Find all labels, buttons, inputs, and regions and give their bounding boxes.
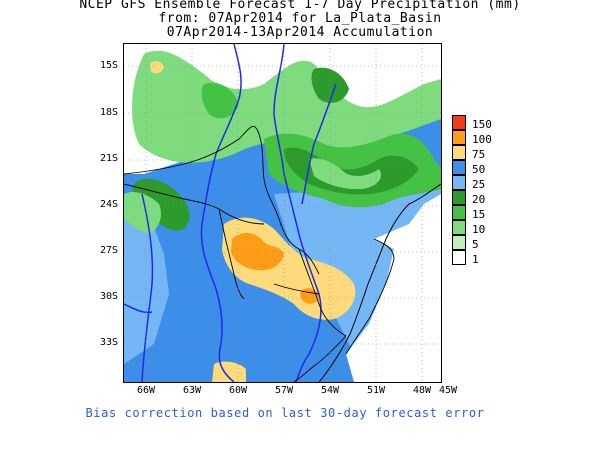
precip-20-patch-north	[311, 67, 349, 103]
legend-label-15: 15	[472, 208, 486, 221]
precip-10-band-north	[132, 50, 441, 163]
lat-label-27s: 27S	[99, 245, 118, 256]
precipitation-field	[124, 44, 441, 382]
legend-label-75: 75	[472, 148, 486, 161]
legend-swatch-10	[452, 220, 466, 235]
lat-label-33s: 33S	[99, 337, 118, 348]
precip-100-patch-1	[231, 232, 284, 271]
legend-swatch-50	[452, 160, 466, 175]
legend-swatch-75	[452, 145, 466, 160]
precip-75-patch-south	[212, 361, 246, 382]
map-title-line-2: from: 07Apr2014 for La_Plata_Basin	[158, 11, 442, 26]
legend-label-50: 50	[472, 163, 486, 176]
legend-label-20: 20	[472, 193, 486, 206]
legend-label-150: 150	[472, 118, 492, 131]
legend-label-5: 5	[472, 238, 479, 251]
precipitation-map	[123, 43, 442, 383]
lon-label-54w: 54W	[320, 385, 340, 396]
map-title-line-3: 07Apr2014-13Apr2014 Accumulation	[166, 25, 434, 40]
legend-swatch-15	[452, 205, 466, 220]
legend-swatch-20	[452, 190, 466, 205]
legend-label-1: 1	[472, 253, 479, 266]
lat-label-24s: 24S	[99, 199, 118, 210]
legend-swatch-25	[452, 175, 466, 190]
legend-label-25: 25	[472, 178, 486, 191]
legend-label-10: 10	[472, 223, 486, 236]
lat-label-18s: 18S	[99, 107, 118, 118]
lat-label-15s: 15S	[99, 60, 118, 71]
map-title-line-1: NCEP GFS Ensemble Forecast 1-7 Day Preci…	[79, 0, 521, 12]
precip-10-patch-central	[309, 158, 382, 190]
precip-15-patch-north	[201, 82, 239, 119]
precip-25-region-west	[124, 194, 169, 364]
legend-label-100: 100	[472, 133, 492, 146]
legend-swatch-1	[452, 250, 466, 265]
rivers	[124, 44, 337, 382]
precip-20-patch-west	[132, 178, 190, 231]
lat-label-30s: 30S	[99, 291, 118, 302]
lon-label-66w: 66W	[136, 385, 156, 396]
lon-label-57w: 57W	[274, 385, 294, 396]
legend-swatch-100	[452, 130, 466, 145]
precip-10-patch-west	[124, 192, 161, 234]
legend-swatch-5	[452, 235, 466, 250]
lon-label-60w: 60W	[228, 385, 248, 396]
lon-label-48w: 48W	[412, 385, 432, 396]
coastline	[318, 183, 441, 382]
bias-correction-note: Bias correction based on last 30-day for…	[85, 406, 485, 420]
country-borders	[124, 125, 395, 382]
lon-label-51w: 51W	[366, 385, 386, 396]
ocean-dry-area	[346, 194, 441, 382]
lat-lon-grid	[124, 44, 441, 382]
lat-label-21s: 21S	[99, 153, 118, 164]
lon-label-45w: 45W	[438, 385, 458, 396]
legend-swatch-150	[452, 115, 466, 130]
precip-75-patch-north	[150, 61, 164, 74]
lon-label-63w: 63W	[182, 385, 202, 396]
